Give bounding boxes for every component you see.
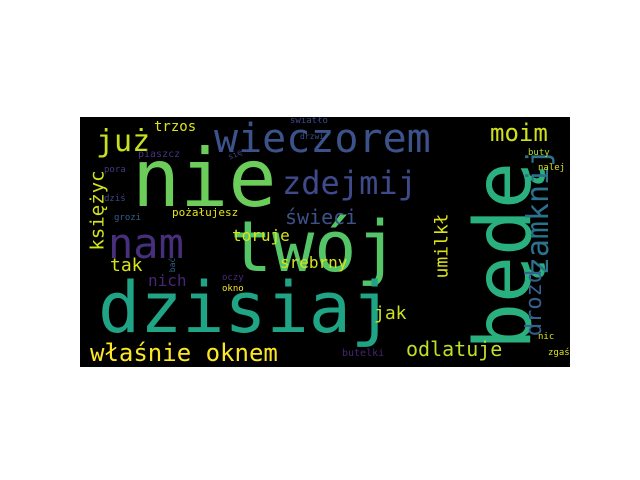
word-okno: okno — [222, 284, 244, 294]
word-buty: buty — [528, 148, 550, 158]
word-tak: tak — [110, 255, 143, 276]
word-jak: jak — [374, 303, 407, 324]
word-nic: nic — [538, 332, 555, 342]
word-grozi: grozi — [114, 213, 142, 223]
word-juz: już — [96, 124, 151, 159]
word-piaszcz: piaszcz — [138, 149, 181, 160]
word-drozd: drozd — [522, 269, 548, 337]
word-twoj: twój — [230, 206, 399, 288]
word-zgas: zgaś — [548, 348, 570, 358]
word-pora: pora — [104, 165, 126, 175]
word-nich: nich — [148, 271, 187, 290]
word-nam: nam — [108, 219, 184, 268]
word-swiatlo: światło — [290, 117, 328, 126]
word-nalej: nalej — [538, 163, 566, 173]
word-umilkl: umilkł — [431, 213, 453, 279]
word-dzis: dziś — [104, 194, 126, 204]
word-dzisiaj: dzisiaj — [98, 267, 394, 349]
word-moim: moim — [490, 119, 548, 147]
word-zdejmij: zdejmij — [282, 164, 417, 202]
word-nie: nie — [132, 132, 277, 225]
word-drzwi: drzwi — [300, 132, 325, 141]
word-oczy: oczy — [222, 273, 244, 283]
word-odlatuje: odlatuje — [406, 337, 503, 361]
word-cloud: twój nie będę dzisiaj wieczorem nam zdej… — [80, 117, 570, 367]
word-butelki: butelki — [342, 348, 385, 359]
word-bac: bać — [168, 257, 178, 273]
word-wlasnie-oknem: właśnie oknem — [90, 339, 278, 367]
word-trzos: trzos — [154, 119, 197, 135]
word-pozalujesz: pożałujesz — [172, 206, 239, 219]
word-toruje: toruje — [232, 226, 290, 245]
word-ksiezyc: księżyc — [86, 170, 109, 251]
word-srebrny: srebrny — [280, 253, 348, 272]
word-wieczorem: wieczorem — [214, 117, 431, 162]
word-swieci: świeci — [285, 205, 358, 229]
